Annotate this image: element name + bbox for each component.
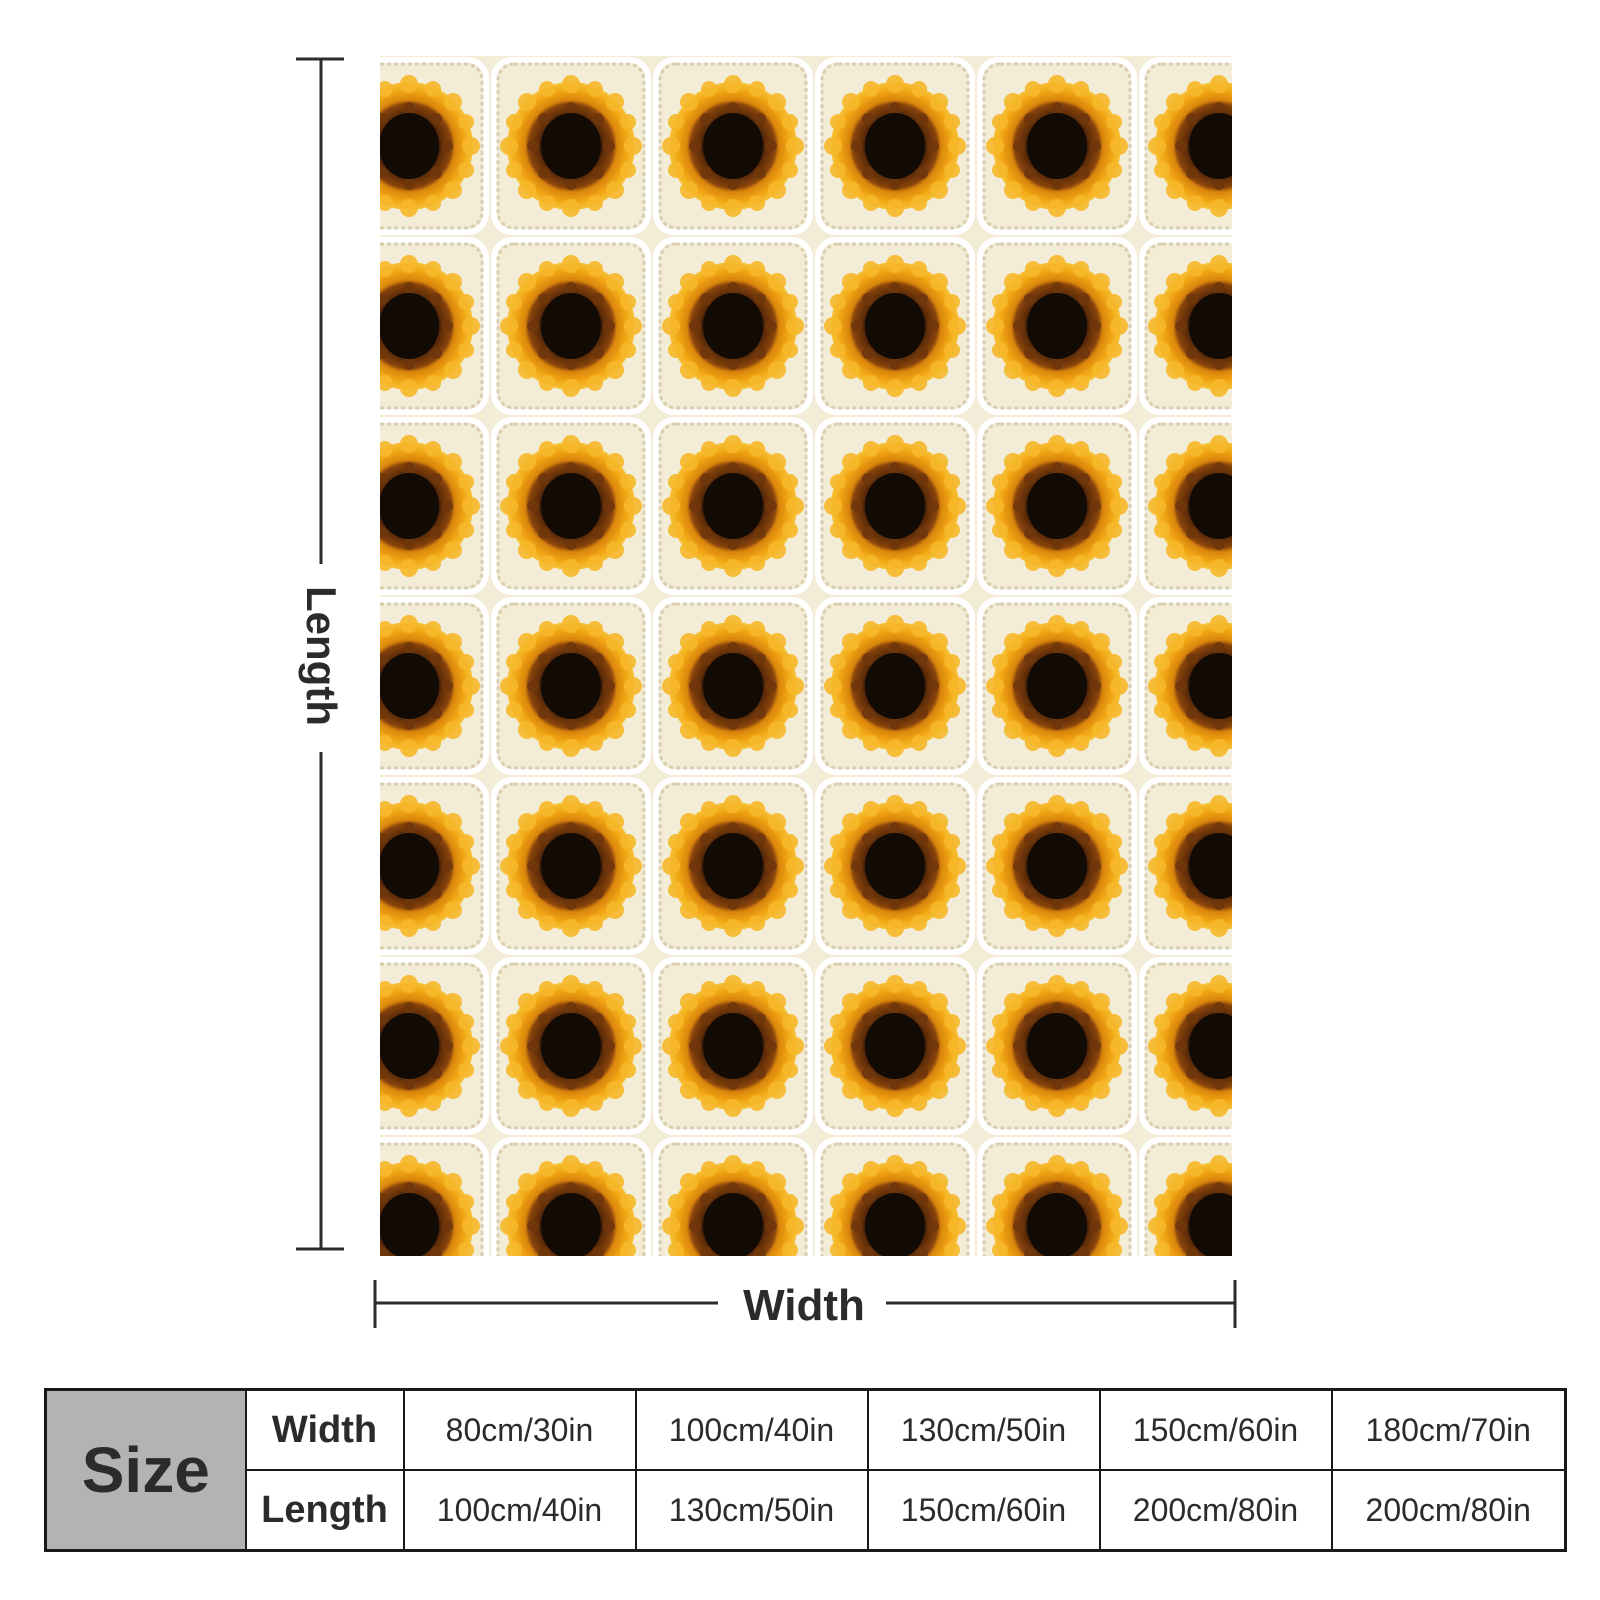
- length-value: 200cm/80in: [1098, 1469, 1333, 1552]
- width-value: 150cm/60in: [1098, 1388, 1333, 1471]
- size-row-width: Size Width 80cm/30in 100cm/40in 130cm/50…: [44, 1388, 1567, 1552]
- width-value: 80cm/30in: [402, 1388, 637, 1471]
- length-value: 130cm/50in: [634, 1469, 869, 1552]
- length-value: 150cm/60in: [866, 1469, 1101, 1552]
- size-table: Size Width 80cm/30in 100cm/40in 130cm/50…: [44, 1388, 1567, 1552]
- length-row-label: Length: [244, 1469, 405, 1552]
- width-row-label: Width: [244, 1388, 405, 1471]
- size-header: Size: [44, 1388, 247, 1552]
- width-label: Width: [743, 1281, 865, 1330]
- width-value: 100cm/40in: [634, 1388, 869, 1471]
- blanket-pattern-image: [380, 56, 1232, 1256]
- length-value: 200cm/80in: [1330, 1469, 1567, 1552]
- width-value: 130cm/50in: [866, 1388, 1101, 1471]
- blanket-diagram: Length Width: [296, 56, 1237, 1330]
- width-dimension: [373, 1280, 1237, 1328]
- length-value: 100cm/40in: [402, 1469, 637, 1552]
- length-label: Length: [298, 586, 345, 726]
- size-row-length: Length 100cm/40in 130cm/50in 150cm/60in …: [46, 1469, 1567, 1552]
- width-value: 180cm/70in: [1330, 1388, 1567, 1471]
- length-dimension: [296, 57, 344, 1251]
